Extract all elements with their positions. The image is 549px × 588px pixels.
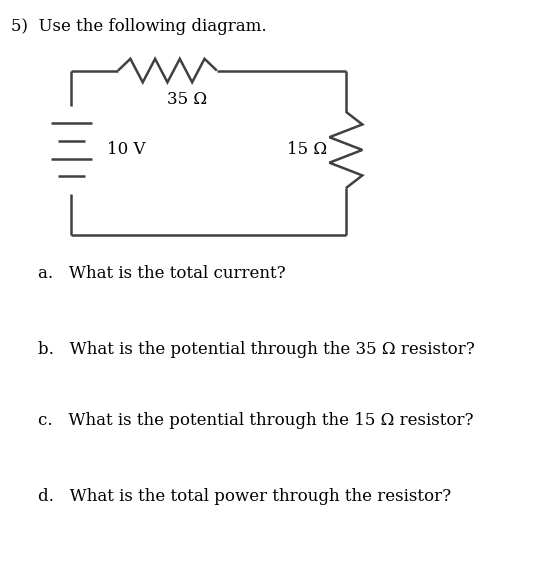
Text: b.   What is the potential through the 35 Ω resistor?: b. What is the potential through the 35 …	[38, 341, 475, 358]
Text: 35 Ω: 35 Ω	[166, 91, 207, 108]
Text: 15 Ω: 15 Ω	[287, 142, 327, 158]
Text: 10 V: 10 V	[107, 142, 145, 158]
Text: 5)  Use the following diagram.: 5) Use the following diagram.	[11, 18, 267, 35]
Text: a.   What is the total current?: a. What is the total current?	[38, 265, 286, 282]
Text: d.   What is the total power through the resistor?: d. What is the total power through the r…	[38, 488, 452, 505]
Text: c.   What is the potential through the 15 Ω resistor?: c. What is the potential through the 15 …	[38, 412, 474, 429]
